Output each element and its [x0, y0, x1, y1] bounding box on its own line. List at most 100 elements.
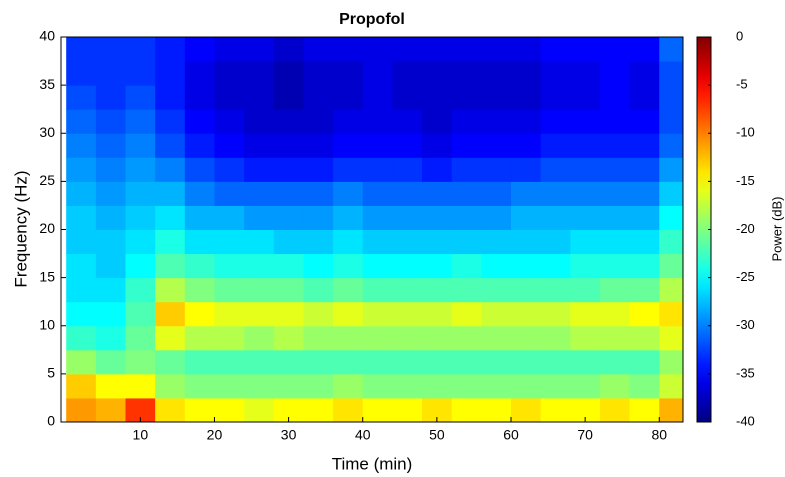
colorbar-tick-label: -5	[736, 77, 748, 92]
heatmap-cell	[333, 253, 364, 279]
heatmap-cell	[125, 109, 156, 134]
y-tick-label: 40	[39, 28, 55, 44]
heatmap-cell	[184, 349, 215, 375]
heatmap-cell	[333, 301, 364, 327]
heatmap-cell	[66, 325, 97, 351]
heatmap-cell	[451, 181, 482, 206]
heatmap-cell	[125, 61, 156, 86]
heatmap-cell	[333, 349, 364, 375]
heatmap-cell	[184, 277, 215, 303]
heatmap-cell	[155, 277, 186, 303]
heatmap-cell	[273, 373, 304, 399]
heatmap-cell	[659, 181, 683, 206]
heatmap-cell	[214, 253, 245, 279]
heatmap-cell	[273, 109, 304, 134]
heatmap-cell	[66, 205, 97, 230]
colorbar-tick-label: -30	[736, 317, 755, 332]
heatmap-cell	[629, 133, 660, 158]
heatmap-cell	[95, 37, 126, 62]
heatmap-cell	[95, 229, 126, 255]
heatmap-cell	[659, 229, 683, 255]
heatmap-cell	[599, 61, 631, 86]
heatmap-cell	[125, 301, 156, 327]
heatmap-cell	[273, 277, 304, 303]
heatmap-cell	[540, 349, 571, 375]
heatmap-cell	[184, 133, 215, 158]
heatmap-cell	[422, 277, 453, 303]
heatmap-cell	[451, 325, 482, 351]
heatmap-cell	[451, 349, 482, 375]
heatmap-cell	[599, 205, 631, 230]
heatmap-cell	[184, 109, 215, 134]
heatmap-cell	[629, 61, 660, 86]
heatmap-cell	[95, 205, 126, 230]
heatmap-cell	[629, 109, 660, 134]
heatmap-cell	[659, 85, 683, 110]
heatmap-cell	[422, 229, 453, 255]
x-tick-label: 20	[207, 427, 223, 443]
heatmap-cell	[481, 85, 512, 110]
colorbar-tick-label: -10	[736, 125, 755, 140]
y-tick-label: 30	[39, 124, 55, 140]
heatmap-cell	[155, 109, 186, 134]
heatmap-cell	[333, 181, 364, 206]
heatmap-cell	[362, 37, 393, 62]
heatmap-cell	[422, 301, 453, 327]
heatmap-cell	[125, 277, 156, 303]
heatmap-cell	[184, 253, 215, 279]
heatmap-cell	[511, 61, 542, 86]
heatmap-cell	[303, 133, 334, 158]
heatmap-cell	[155, 349, 186, 375]
heatmap-cell	[392, 373, 423, 399]
heatmap-cell	[125, 37, 156, 62]
heatmap-cell	[599, 85, 631, 110]
heatmap-cell	[540, 85, 571, 110]
heatmap-cell	[599, 373, 631, 399]
heatmap-cell	[540, 157, 571, 182]
heatmap-cell	[184, 229, 215, 255]
heatmap-cell	[570, 61, 601, 86]
heatmap-cell	[392, 349, 423, 375]
heatmap-cell	[214, 373, 245, 399]
heatmap-cell	[273, 61, 304, 86]
heatmap-cell	[273, 325, 304, 351]
colorbar-tick-label: -25	[736, 269, 755, 284]
heatmap-cell	[540, 229, 571, 255]
heatmap-cell	[66, 181, 97, 206]
heatmap-cell	[333, 373, 364, 399]
heatmap-cell	[214, 157, 245, 182]
heatmap-cell	[273, 181, 304, 206]
heatmap-cell	[362, 277, 393, 303]
heatmap-cell	[125, 229, 156, 255]
heatmap-cell	[244, 157, 275, 182]
heatmap-cell	[333, 109, 364, 134]
heatmap-cell	[599, 157, 631, 182]
heatmap-cell	[451, 277, 482, 303]
heatmap-cell	[422, 181, 453, 206]
heatmap-cell	[392, 301, 423, 327]
heatmap-cell	[392, 397, 423, 422]
heatmap-cell	[511, 349, 542, 375]
heatmap-cell	[659, 397, 683, 422]
heatmap-cell	[95, 397, 126, 422]
heatmap-cell	[244, 397, 275, 422]
heatmap-cell	[392, 61, 423, 86]
heatmap-cell	[451, 109, 482, 134]
heatmap-cell	[540, 37, 571, 62]
heatmap-cell	[570, 133, 601, 158]
heatmap-cell	[629, 301, 660, 327]
heatmap-cell	[273, 85, 304, 110]
heatmap-cell	[481, 373, 512, 399]
heatmap-cell	[95, 85, 126, 110]
heatmap	[66, 37, 683, 422]
heatmap-cell	[303, 109, 334, 134]
heatmap-cell	[422, 205, 453, 230]
heatmap-cell	[95, 253, 126, 279]
heatmap-cell	[214, 85, 245, 110]
heatmap-cell	[244, 325, 275, 351]
heatmap-cell	[481, 133, 512, 158]
heatmap-cell	[66, 157, 97, 182]
heatmap-cell	[244, 301, 275, 327]
y-tick-label: 20	[39, 220, 55, 236]
heatmap-cell	[184, 325, 215, 351]
